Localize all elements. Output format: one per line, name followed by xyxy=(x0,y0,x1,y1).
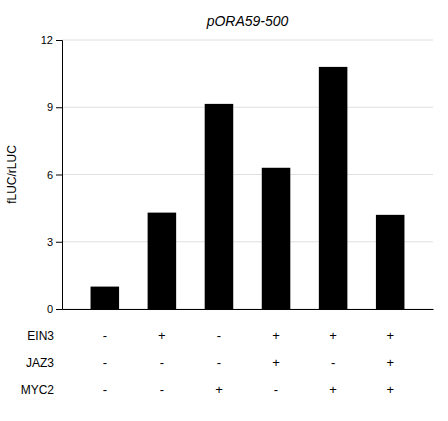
y-tick: 9 xyxy=(47,101,62,113)
row-label: MYC2 xyxy=(21,383,55,397)
y-tick-label: 12 xyxy=(41,34,53,46)
sign-label: - xyxy=(217,328,221,343)
sign-label: - xyxy=(331,355,335,370)
sign-label: + xyxy=(386,328,394,343)
y-axis: 0 3 6 9 12 xyxy=(41,34,63,315)
bar xyxy=(319,67,348,309)
sign-label: - xyxy=(103,382,107,397)
y-tick-mark xyxy=(56,40,62,41)
y-tick: 0 xyxy=(47,303,62,315)
sign-label: - xyxy=(274,382,278,397)
bars xyxy=(91,67,405,309)
sign-label: + xyxy=(386,355,394,370)
bar xyxy=(205,104,234,309)
sign-table: EIN3 - + - + + + JAZ3 - - - + - + MYC2 - - + - + + xyxy=(21,328,394,397)
sign-label: + xyxy=(329,328,337,343)
y-tick-label: 3 xyxy=(47,236,53,248)
sign-label: + xyxy=(386,382,394,397)
y-tick-mark xyxy=(56,107,62,108)
y-axis-title: fLUC/rLUC xyxy=(5,145,19,204)
sign-label: - xyxy=(103,355,107,370)
sign-label: - xyxy=(160,382,164,397)
sign-label: + xyxy=(272,328,280,343)
bar xyxy=(148,213,177,309)
sign-label: + xyxy=(158,328,166,343)
x-axis xyxy=(63,309,434,310)
sign-label: + xyxy=(329,382,337,397)
y-tick-label: 9 xyxy=(47,101,53,113)
grid-line xyxy=(62,107,433,108)
sign-label: - xyxy=(217,355,221,370)
sign-label: - xyxy=(160,355,164,370)
y-tick: 6 xyxy=(47,169,62,181)
title: pORA59-500 xyxy=(206,13,289,29)
row-label: JAZ3 xyxy=(26,356,54,370)
sign-label: - xyxy=(103,328,107,343)
bar xyxy=(376,215,405,309)
bar xyxy=(91,287,120,309)
y-tick-label: 6 xyxy=(47,169,53,181)
y-tick-mark xyxy=(56,309,62,310)
y-tick-mark xyxy=(56,175,62,176)
grid-line xyxy=(62,174,433,175)
y-axis-line xyxy=(56,41,63,310)
x-axis-line xyxy=(63,309,434,310)
grid xyxy=(62,40,433,309)
bar xyxy=(262,168,291,309)
sign-label: + xyxy=(272,355,280,370)
y-tick-mark xyxy=(56,242,62,243)
y-tick-label: 0 xyxy=(47,303,53,315)
y-tick: 12 xyxy=(41,34,62,46)
y-tick: 3 xyxy=(47,236,62,248)
grid-line xyxy=(62,40,433,41)
row-label: EIN3 xyxy=(27,329,54,343)
sign-label: + xyxy=(215,382,223,397)
plot: 0 3 6 9 12 xyxy=(41,34,434,315)
chart: 0 3 6 9 12 pORA59-500 fLUC/rLUC EIN3 - + - + + + JAZ3 -… xyxy=(0,0,448,421)
